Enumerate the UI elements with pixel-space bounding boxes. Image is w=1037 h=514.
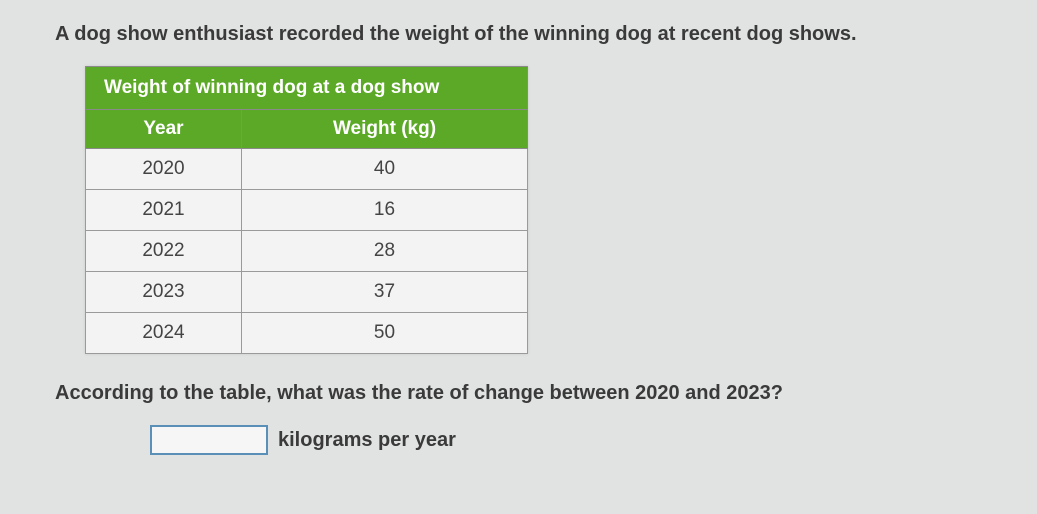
answer-input[interactable] [150,425,268,455]
answer-unit-label: kilograms per year [278,429,456,452]
prompt-text: A dog show enthusiast recorded the weigh… [55,20,982,48]
cell-year: 2023 [86,272,242,313]
cell-weight: 37 [242,272,528,313]
table-row: 2022 28 [86,231,528,272]
cell-weight: 40 [242,149,528,190]
cell-weight: 16 [242,190,528,231]
table-row: 2021 16 [86,190,528,231]
table-header-row: Year Weight (kg) [86,110,528,149]
table-row: 2023 37 [86,272,528,313]
table-row: 2020 40 [86,149,528,190]
table-title-row: Weight of winning dog at a dog show [86,67,528,110]
question-text: According to the table, what was the rat… [55,379,982,407]
cell-year: 2020 [86,149,242,190]
table-title: Weight of winning dog at a dog show [86,67,528,110]
cell-year: 2024 [86,313,242,354]
table-row: 2024 50 [86,313,528,354]
column-header-year: Year [86,110,242,149]
data-table: Weight of winning dog at a dog show Year… [85,66,528,354]
cell-weight: 50 [242,313,528,354]
answer-row: kilograms per year [150,425,982,455]
column-header-weight: Weight (kg) [242,110,528,149]
data-table-container: Weight of winning dog at a dog show Year… [85,66,982,354]
cell-year: 2022 [86,231,242,272]
cell-weight: 28 [242,231,528,272]
cell-year: 2021 [86,190,242,231]
